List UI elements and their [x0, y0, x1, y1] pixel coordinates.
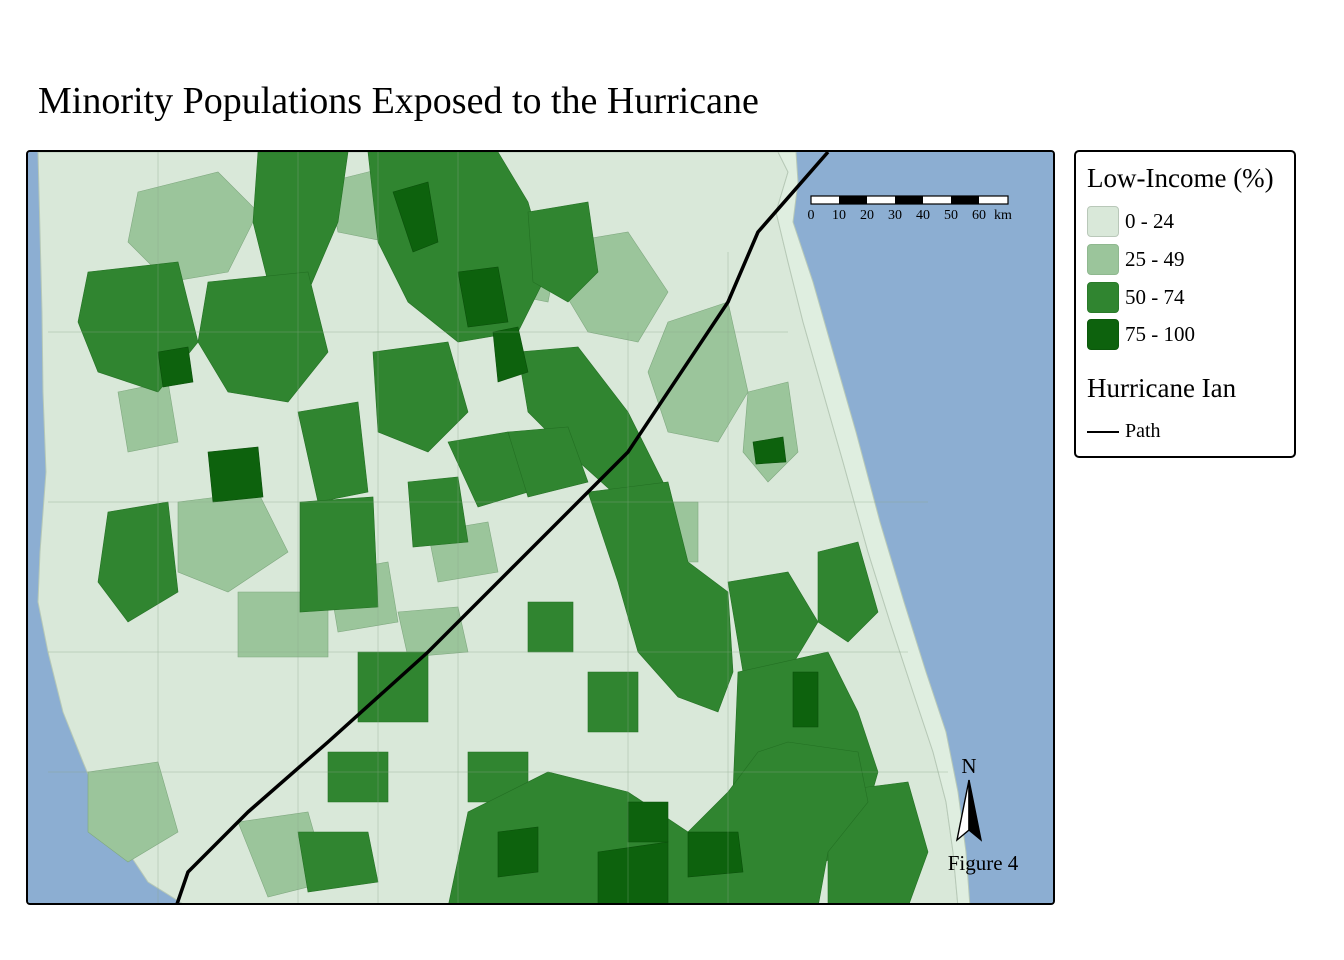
- legend-title: Low-Income (%): [1087, 163, 1274, 193]
- legend-label: 0 - 24: [1125, 208, 1174, 233]
- scale-tick: 20: [860, 208, 874, 223]
- north-arrow-label: N: [961, 754, 976, 778]
- legend-label: 25 - 49: [1125, 246, 1185, 271]
- hurricane-ian-path: [175, 152, 830, 903]
- figure-label: Figure 4: [948, 851, 1019, 875]
- north-arrow: N: [955, 754, 983, 842]
- legend-swatch: [1087, 281, 1119, 313]
- legend-label: 50 - 74: [1125, 284, 1185, 309]
- scale-bar-labels: 0 10 20 30 40 50 60 km: [808, 208, 1013, 223]
- tract-boundaries: [48, 152, 948, 903]
- legend-path-label: Path: [1125, 420, 1161, 442]
- legend-label: 75 - 100: [1125, 321, 1195, 346]
- scale-tick: 50: [944, 208, 958, 223]
- east-barrier-islands: [775, 152, 971, 903]
- legend-swatch: [1087, 318, 1119, 350]
- legend-item-0-24: 0 - 24: [1087, 205, 1174, 237]
- legend-item-50-74: 50 - 74: [1087, 281, 1185, 313]
- legend-path-title: Hurricane Ian: [1087, 373, 1237, 403]
- legend-swatch: [1087, 205, 1119, 237]
- map-legend: Low-Income (%) 0 - 24 25 - 49 50 - 74 75…: [1074, 150, 1296, 458]
- scale-tick: 0: [808, 208, 815, 223]
- class-75-100-tracts: [157, 181, 819, 903]
- scale-tick: 60: [972, 208, 986, 223]
- choropleth-map[interactable]: 0 10 20 30 40 50 60 km N Figure 4: [28, 152, 1055, 905]
- scale-tick: 40: [916, 208, 930, 223]
- scale-tick: 30: [888, 208, 902, 223]
- scale-unit: km: [994, 208, 1012, 223]
- scale-tick: 10: [832, 208, 846, 223]
- legend-item-25-49: 25 - 49: [1087, 243, 1185, 275]
- legend-line-swatch: [1087, 430, 1119, 433]
- legend-item-75-100: 75 - 100: [1087, 318, 1195, 350]
- legend-swatch: [1087, 243, 1119, 275]
- legend-item-path: Path: [1087, 420, 1161, 443]
- map-title: Minority Populations Exposed to the Hurr…: [38, 80, 759, 122]
- map-panel[interactable]: 0 10 20 30 40 50 60 km N Figure 4: [26, 150, 1055, 905]
- scale-bar: [810, 195, 1009, 205]
